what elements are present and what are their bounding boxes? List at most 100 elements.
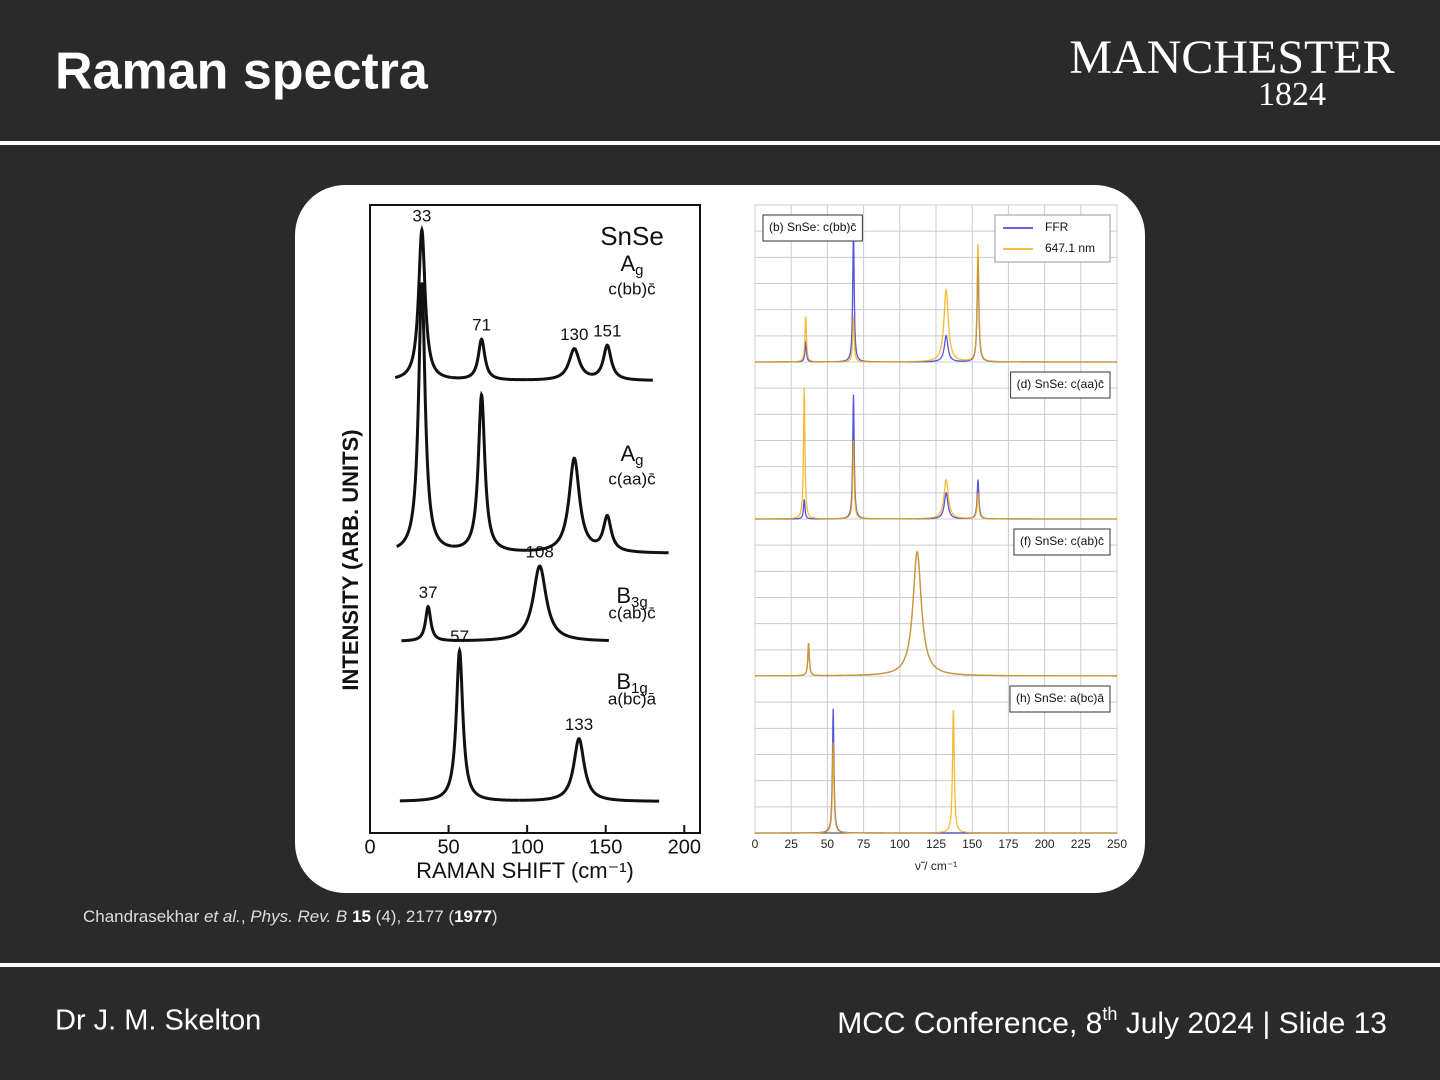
x-tick-label: 125 xyxy=(926,837,946,851)
peak-label: 151 xyxy=(593,322,621,341)
spectrum-line xyxy=(961,492,1117,520)
citation-part: 15 xyxy=(352,907,371,926)
citation: Chandrasekhar et al., Phys. Rev. B 15 (4… xyxy=(83,907,498,926)
spectrum-line xyxy=(519,736,660,803)
x-tick-label: 100 xyxy=(510,836,543,858)
x-tick-label: 200 xyxy=(1035,837,1055,851)
citation-part: et al. xyxy=(204,907,241,926)
peak-label: 33 xyxy=(412,206,431,225)
spectrum-line xyxy=(589,513,669,555)
symmetry-sub: g xyxy=(635,452,643,469)
x-tick-label: 25 xyxy=(785,837,799,851)
symmetry: B xyxy=(616,669,631,694)
x-tick-label: 225 xyxy=(1071,837,1091,851)
spectrum-line xyxy=(755,742,894,834)
footer-author: Dr J. M. Skelton xyxy=(55,1005,261,1037)
spectrum-line xyxy=(483,564,609,642)
peak-label: 71 xyxy=(472,316,491,335)
slide-title: Raman spectra xyxy=(55,43,429,101)
legend-label: FFR xyxy=(1045,220,1069,234)
y-axis-label: INTENSITY (ARB. UNITS) xyxy=(338,429,363,690)
event-sup: th xyxy=(1102,1004,1117,1024)
symmetry-sub: 1g xyxy=(631,680,648,697)
x-tick-label: 150 xyxy=(962,837,982,851)
spectrum-line xyxy=(527,456,592,552)
symmetry-sub: g xyxy=(635,262,643,279)
spectrum-line xyxy=(893,709,1117,834)
peak-label: 37 xyxy=(419,583,438,602)
legend-box xyxy=(994,214,1111,263)
x-tick-label: 175 xyxy=(998,837,1018,851)
spectrum-line xyxy=(451,337,528,382)
spectrum-line xyxy=(961,243,1117,363)
symmetry-label: Ag xyxy=(620,441,643,469)
citation-part: (4), 2177 ( xyxy=(371,907,454,926)
x-tick-label: 50 xyxy=(821,837,835,851)
x-tick-label: 50 xyxy=(437,836,459,858)
citation-part: Phys. Rev. B xyxy=(250,907,347,926)
x-tick-label: 0 xyxy=(364,836,375,858)
left-axes xyxy=(369,204,701,834)
legend-label: 647.1 nm xyxy=(1045,241,1095,255)
material-label: SnSe xyxy=(600,221,664,251)
spectrum-line xyxy=(755,643,863,677)
x-tick-label: 0 xyxy=(752,837,759,851)
peak-label: 57 xyxy=(450,627,469,646)
geometry-label: c(ab)c̄ xyxy=(608,603,656,622)
plots: 0 50 100 150 200 RAMAN SHIFT (cm⁻¹) INTENSITY … xyxy=(338,206,1128,882)
x-tick-label: 150 xyxy=(589,836,622,858)
symmetry-label: B3g xyxy=(616,583,647,611)
spectrum-line xyxy=(394,225,452,379)
x-tick-label: 100 xyxy=(890,837,910,851)
spectrum-line xyxy=(755,316,830,363)
peak-label: 130 xyxy=(560,325,588,344)
x-tick-label: 200 xyxy=(668,836,701,858)
panel-label-box xyxy=(1009,685,1111,713)
geometry-label: a(bc)ā xyxy=(608,689,657,708)
footer-event: MCC Conference, 8th July 2024 | Slide 13 xyxy=(837,1004,1387,1040)
panel-label: (b) SnSe: c(bb)c̄ xyxy=(769,220,856,234)
spectrum-line xyxy=(396,282,452,548)
spectrum-line xyxy=(862,550,1117,677)
x-tick-label: 75 xyxy=(857,837,871,851)
logo-name: MANCHESTER xyxy=(1069,31,1394,84)
geometry-label: c(aa)c̄ xyxy=(608,469,656,488)
spectrum-line xyxy=(527,347,592,382)
citation-part: , xyxy=(241,907,250,926)
spectrum-line xyxy=(590,343,653,382)
symmetry: A xyxy=(620,441,635,466)
spectrum-line xyxy=(401,604,485,643)
logo-year: 1824 xyxy=(1258,76,1326,113)
event: MCC Conference, 8 xyxy=(837,1007,1102,1040)
citation-part: 1977 xyxy=(454,907,492,926)
panel-label: (d) SnSe: c(aa)c̄ xyxy=(1017,377,1104,391)
symmetry: A xyxy=(620,251,635,276)
spectrum-line xyxy=(399,645,520,803)
event-rest: July 2024 | Slide 13 xyxy=(1117,1007,1387,1040)
panel-label-box xyxy=(1013,528,1111,556)
panel-label-box xyxy=(762,214,863,242)
spectrum-line xyxy=(899,287,963,363)
peak-label: 108 xyxy=(526,543,554,562)
peak-label: 133 xyxy=(565,715,593,734)
citation-part: Chandrasekhar xyxy=(83,907,204,926)
symmetry-label: B1g xyxy=(616,669,647,697)
x-axis-label: RAMAN SHIFT (cm⁻¹) xyxy=(416,858,634,883)
symmetry: B xyxy=(616,583,631,608)
geometry-label: c(bb)c̄ xyxy=(608,279,656,298)
citation-part: ) xyxy=(492,907,498,926)
x-tick-label: 250 xyxy=(1107,837,1127,851)
spectrum-line xyxy=(451,390,528,552)
spectrum-line xyxy=(754,388,829,520)
panel-label-box xyxy=(1010,371,1111,399)
spectrum-line xyxy=(899,478,963,520)
x-axis-label: ν̃ / cm⁻¹ xyxy=(915,859,957,873)
spectrum-line xyxy=(828,440,900,520)
symmetry-sub: 3g xyxy=(631,594,648,611)
panel-label: (f) SnSe: c(ab)c̄ xyxy=(1020,534,1104,548)
symmetry-label: Ag xyxy=(620,251,643,279)
spectrum-line xyxy=(829,316,900,363)
panel-label: (h) SnSe: a(bc)ā xyxy=(1016,691,1104,705)
